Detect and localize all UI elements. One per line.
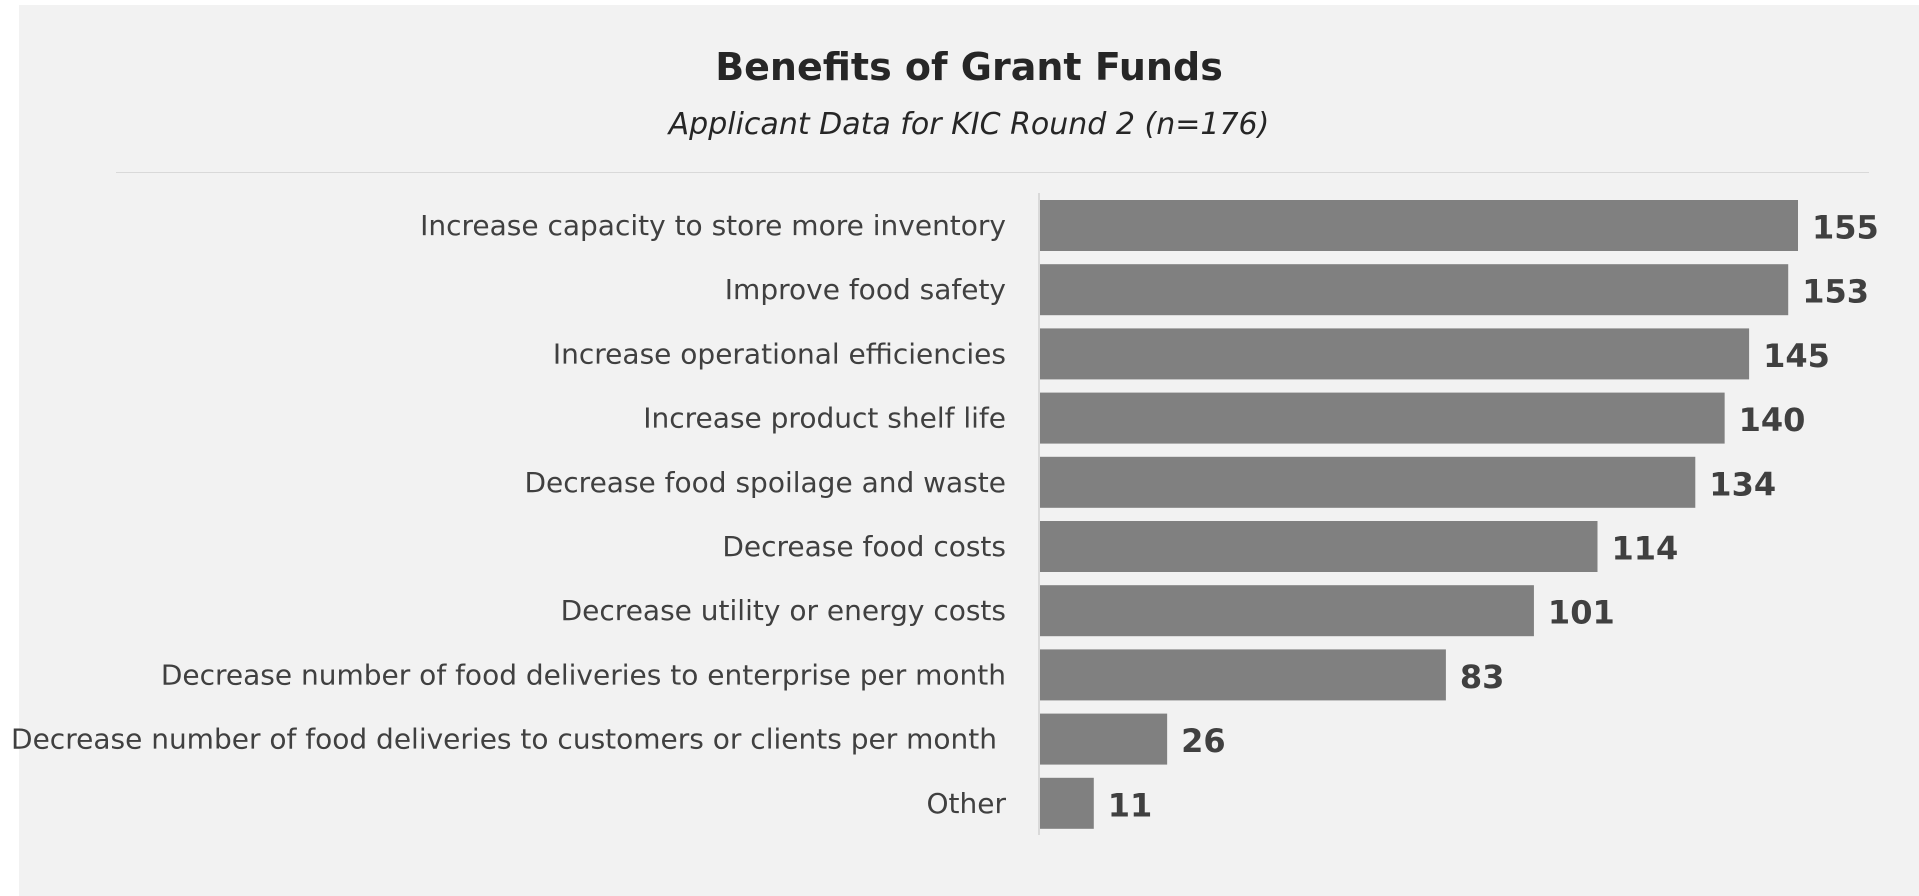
value-label: 101	[1548, 594, 1615, 632]
bar	[1040, 200, 1798, 251]
bar	[1040, 649, 1446, 700]
category-label: Increase product shelf life	[643, 402, 1006, 435]
value-label: 140	[1739, 401, 1806, 439]
value-label: 134	[1709, 465, 1776, 503]
category-label: Decrease food spoilage and waste	[524, 466, 1006, 499]
value-label: 83	[1460, 658, 1505, 696]
category-label: Other	[926, 787, 1006, 820]
category-label: Decrease number of food deliveries to cu…	[11, 723, 997, 756]
value-label: 153	[1802, 273, 1869, 311]
value-label: 11	[1108, 786, 1153, 824]
bar	[1040, 714, 1167, 765]
bar	[1040, 328, 1749, 379]
category-label: Decrease number of food deliveries to en…	[161, 658, 1006, 691]
bar	[1040, 393, 1725, 444]
bar	[1040, 264, 1788, 315]
value-label: 155	[1812, 209, 1879, 247]
bar	[1040, 778, 1094, 829]
bar	[1040, 521, 1597, 572]
category-label: Increase operational efficiencies	[553, 337, 1006, 370]
category-labels-group: Increase capacity to store more inventor…	[11, 209, 1006, 820]
category-label: Improve food safety	[725, 273, 1006, 306]
bars-group	[1040, 200, 1798, 829]
bar	[1040, 585, 1534, 636]
value-label: 26	[1181, 722, 1226, 760]
category-label: Increase capacity to store more inventor…	[420, 209, 1006, 242]
category-label: Decrease utility or energy costs	[561, 594, 1006, 627]
value-label: 114	[1611, 530, 1678, 568]
value-label: 145	[1763, 337, 1830, 375]
category-label: Decrease food costs	[722, 530, 1006, 563]
bar	[1040, 457, 1695, 508]
